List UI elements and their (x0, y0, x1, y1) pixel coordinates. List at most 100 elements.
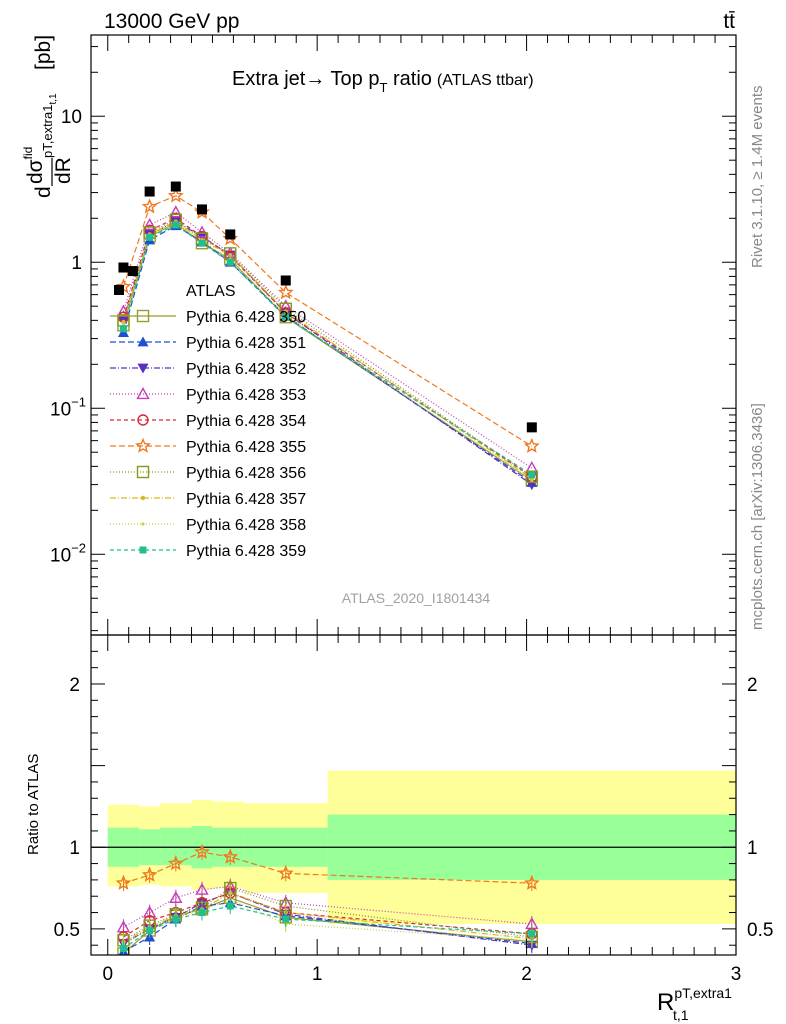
ratio-point-355 (194, 843, 210, 859)
y-label-num-subsub: t,1 (48, 93, 59, 105)
ratio-point-355 (115, 874, 132, 890)
ratio-point-355 (277, 865, 294, 881)
x-label-sup: pT,extra1 (674, 985, 732, 1001)
series-point-355 (277, 284, 294, 300)
series-line-355 (122, 195, 533, 447)
legend-label-354: Pythia 6.428 354 (186, 413, 306, 430)
x-tick-label: 2 (521, 964, 532, 985)
atlas-data-point (127, 266, 138, 277)
series-point-359 (119, 325, 127, 333)
ratio-point-355 (141, 866, 158, 882)
legend-marker-351 (137, 336, 149, 347)
atlas-data-point (280, 275, 291, 286)
ratio-y-tick-label-right: 0.5 (747, 920, 773, 941)
y-label-den: dR (52, 157, 75, 184)
series-point-353 (169, 205, 183, 218)
chart-title-tail: ratio (387, 68, 431, 90)
svg-text:pT,extra1t,1: pT,extra1t,1 (40, 93, 59, 158)
x-label-main: R (657, 989, 674, 1016)
ratio-point-359 (282, 915, 290, 923)
ratio-point-355 (222, 848, 239, 864)
main-y-label: d dσfid pT,extra1t,1 dR [pb] (21, 35, 75, 198)
svg-text:dR: dR (52, 157, 75, 184)
atlas-data-point (526, 422, 537, 433)
series-point-359 (282, 313, 290, 321)
series-point-357 (228, 252, 233, 258)
main-y-axis: 10 1 10−1 10−2 (50, 46, 736, 632)
series-line-354 (122, 217, 533, 478)
mcplots-label: mcplots.cern.ch [arXiv:1306.3436] (749, 403, 766, 630)
legend-label-350: Pythia 6.428 350 (186, 309, 306, 326)
y-label-unit: [pb] (32, 35, 55, 70)
legend-marker-350 (136, 309, 150, 323)
legend-marker-359 (139, 546, 147, 554)
ratio-x-axis: 0 1 2 3 (102, 635, 741, 985)
series-point-359 (172, 221, 180, 229)
main-panel: 10 1 10−1 10−2 Extra jet→ Top pT ratio (ATLA… (21, 34, 737, 636)
atlas-data-point (196, 204, 207, 215)
series-point-359 (198, 239, 206, 247)
ratio-y-label: Ratio to ATLAS (25, 754, 42, 855)
series-point-356 (525, 470, 539, 483)
ratio-panel: 0.5 0.5 1 1 2 2 0 1 2 3 Ratio to ATLAS RpT,extra… (25, 634, 773, 1023)
ratio-point-359 (172, 915, 180, 923)
svg-text:d: d (32, 186, 55, 198)
series-line-351 (122, 225, 533, 483)
legend-marker-358 (141, 522, 145, 526)
ratio-y-tick-label: 0.5 (54, 920, 80, 941)
legend-label-355: Pythia 6.428 355 (186, 439, 306, 456)
ratio-point-359 (119, 944, 127, 952)
chart-title-small: (ATLAS ttbar) (437, 72, 534, 89)
main-y-tick-label: 1 (71, 253, 82, 274)
series-point-359 (226, 258, 234, 266)
series-point-358 (121, 322, 126, 326)
chart-title-main: Extra jet→ Top p (232, 68, 379, 90)
ratio-y-tick-label: 1 (69, 838, 80, 859)
atlas-data-point (118, 262, 129, 273)
x-tick-label: 0 (102, 964, 113, 985)
legend-marker-atlas (114, 285, 124, 295)
main-plot-area (115, 181, 540, 491)
series-point-355 (141, 198, 158, 214)
chart-title: Extra jet→ Top pT ratio (ATLAS ttbar) (232, 68, 534, 95)
atlas-data-points (118, 181, 537, 433)
ratio-y-tick-label-right: 2 (747, 675, 758, 696)
ratio-point-353 (169, 890, 183, 903)
series-point-359 (146, 233, 154, 241)
energy-label: 13000 GeV pp (104, 10, 239, 33)
legend-marker-353 (136, 387, 150, 400)
rivet-label: Rivet 3.1.10, ≥ 1.4M events (749, 86, 766, 269)
main-y-tick-label: 10−2 (50, 540, 86, 566)
series-line-356 (122, 219, 533, 478)
ratio-point-359 (198, 909, 206, 917)
legend-label-atlas: ATLAS (186, 283, 236, 300)
main-x-axis (107, 35, 737, 635)
y-label-num: dσ (24, 159, 47, 184)
x-label-sub: t,1 (673, 1007, 689, 1023)
legend-label-353: Pythia 6.428 353 (186, 387, 306, 404)
legend-marker-356 (136, 465, 150, 479)
ratio-point-353 (195, 882, 209, 895)
legend: ATLAS Pythia 6.428 350 Pythia 6.428 351 Pyt… (110, 283, 306, 560)
series-point-355 (167, 187, 184, 203)
ratio-plot-area (91, 770, 736, 955)
series-point-358 (530, 478, 534, 483)
ratio-point-359 (528, 930, 536, 938)
legend-label-359: Pythia 6.428 359 (186, 543, 306, 560)
x-tick-label: 1 (312, 964, 323, 985)
y-label-num-sup: fid (21, 147, 35, 160)
series-point-353 (142, 218, 157, 231)
main-y-tick-label: 10 (61, 107, 82, 128)
ratio-point-359 (226, 902, 234, 910)
legend-marker-352 (137, 363, 149, 374)
main-y-tick-label: 10−1 (50, 394, 86, 420)
ratio-y-axis: 0.5 0.5 1 1 2 2 (54, 650, 773, 946)
legend-marker-355 (135, 437, 151, 453)
legend-label-357: Pythia 6.428 357 (186, 491, 306, 508)
series-point-357 (283, 309, 288, 314)
ratio-y-tick-label-right: 1 (747, 838, 758, 859)
ratio-point-355 (523, 874, 540, 890)
legend-label-352: Pythia 6.428 352 (186, 361, 306, 378)
series-point-355 (523, 437, 540, 453)
analysis-label: ATLAS_2020_I1801434 (342, 590, 491, 606)
